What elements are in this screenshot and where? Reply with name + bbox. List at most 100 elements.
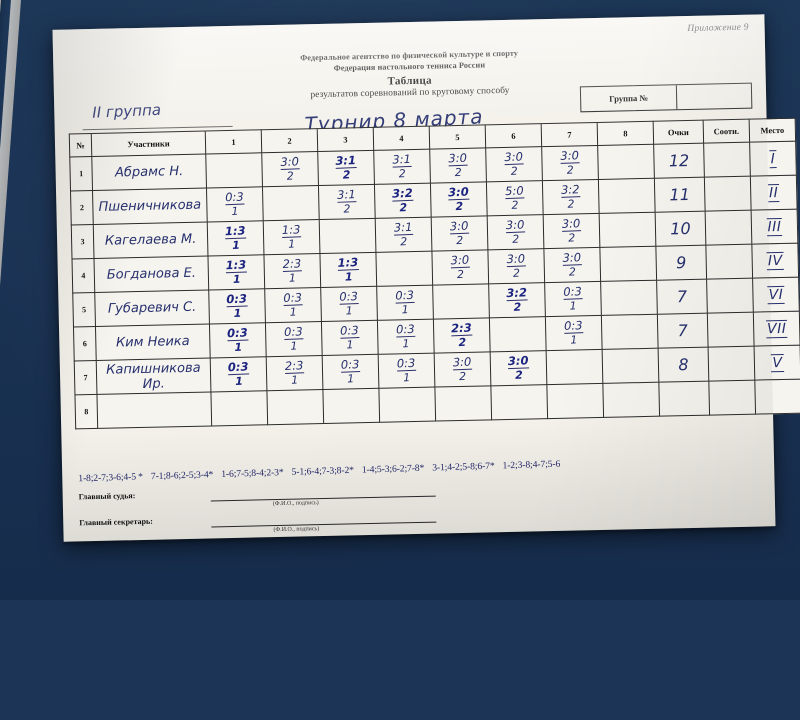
final-place[interactable]: II	[750, 175, 798, 211]
score-cell[interactable]: 3:2 2	[374, 183, 432, 219]
total-points[interactable]: 10	[655, 211, 706, 247]
score-cell[interactable]: 0:3 1	[322, 354, 379, 390]
score-cell[interactable]: 3:2 2	[542, 179, 600, 215]
participant-name[interactable]: Капишникова Ир.	[96, 357, 211, 395]
participant-name[interactable]: Ким Неика	[95, 323, 211, 361]
row-number: 7	[74, 360, 97, 395]
ratio-value[interactable]	[708, 380, 756, 416]
score-cell[interactable]: 3:0 2	[431, 215, 488, 252]
total-points[interactable]	[658, 381, 710, 417]
total-points[interactable]: 8	[658, 347, 709, 383]
score-cell[interactable]: 1:3 1	[263, 219, 320, 255]
final-place[interactable]: VI	[752, 277, 800, 313]
score-cell[interactable]: 3:0 2	[430, 181, 488, 218]
score-cell[interactable]: 3:0 2	[429, 147, 487, 184]
score-cell[interactable]: 3:0 2	[487, 214, 544, 250]
score-cell[interactable]: 0:3 1	[544, 281, 602, 317]
total-points[interactable]: 9	[655, 245, 707, 281]
score-cell[interactable]: 0:3 1	[321, 320, 379, 356]
empty-score-cell[interactable]	[490, 384, 548, 420]
empty-score-cell[interactable]	[434, 385, 492, 422]
total-points[interactable]: 12	[653, 143, 705, 179]
final-place[interactable]	[754, 379, 800, 415]
score-cell[interactable]: 1:3 1	[207, 220, 264, 256]
ratio-value[interactable]	[708, 346, 755, 382]
empty-score-cell[interactable]	[266, 389, 324, 425]
empty-score-cell[interactable]	[322, 388, 380, 424]
score-cell[interactable]: 3:0 2	[541, 145, 599, 181]
empty-score-cell[interactable]	[601, 314, 659, 350]
score-cell[interactable]: 3:2 2	[488, 282, 546, 318]
empty-score-cell[interactable]	[597, 144, 655, 180]
score-cell[interactable]: 0:3 1	[264, 287, 322, 323]
total-points[interactable]: 7	[657, 313, 709, 349]
score-cell[interactable]: 3:1 2	[375, 217, 432, 253]
score-cell[interactable]: 0:3 1	[320, 286, 378, 322]
score-cell[interactable]: 3:1 2	[373, 149, 431, 185]
score-cell[interactable]: 2:3 1	[263, 253, 321, 289]
score-cell[interactable]: 0:3 1	[209, 322, 267, 358]
secretary-signature-line[interactable]	[211, 521, 437, 528]
final-place[interactable]: IV	[751, 243, 799, 279]
participant-name[interactable]: Абрамс Н.	[91, 154, 207, 191]
ratio-value[interactable]	[705, 244, 753, 280]
ratio-value[interactable]	[703, 142, 751, 178]
score-fraction: 3:0 2	[489, 252, 545, 280]
empty-score-cell[interactable]	[600, 280, 658, 316]
score-cell[interactable]: 3:0 2	[485, 146, 543, 182]
match-points: 1	[344, 270, 353, 284]
score-cell[interactable]: 0:3 1	[545, 315, 603, 351]
score-cell[interactable]: 0:3 1	[377, 319, 435, 355]
score-cell[interactable]: 0:3 1	[376, 285, 434, 321]
score-cell[interactable]: 0:3 1	[265, 321, 323, 357]
final-place[interactable]: V	[754, 345, 800, 381]
match-points: 2	[567, 197, 575, 211]
empty-score-cell[interactable]	[378, 387, 436, 423]
match-score: 0:3	[283, 290, 303, 306]
score-cell[interactable]: 0:3 1	[206, 186, 264, 222]
empty-score-cell[interactable]	[546, 383, 604, 419]
ratio-value[interactable]	[705, 210, 752, 246]
score-cell[interactable]: 2:3 1	[266, 355, 323, 391]
score-cell[interactable]: 1:3 1	[319, 252, 377, 288]
final-place[interactable]: VII	[753, 311, 800, 347]
score-cell[interactable]: 3:0 2	[434, 351, 491, 388]
group-number-box[interactable]: Группа №	[579, 82, 753, 113]
participant-name[interactable]: Пшеничникова	[92, 188, 208, 225]
final-place[interactable]: III	[751, 209, 798, 245]
participant-name[interactable]: Кагелаева М.	[93, 221, 208, 259]
ratio-value[interactable]	[707, 312, 755, 348]
score-cell[interactable]: 3:0 2	[431, 249, 489, 286]
empty-score-cell[interactable]	[599, 212, 656, 248]
score-cell[interactable]: 3:0 2	[543, 213, 600, 249]
ratio-value[interactable]	[706, 278, 754, 314]
score-cell[interactable]: 3:0 2	[490, 350, 547, 386]
empty-score-cell[interactable]	[599, 246, 657, 282]
score-cell[interactable]: 0:3 1	[208, 288, 266, 324]
total-points[interactable]: 7	[656, 279, 708, 315]
score-cell[interactable]: 0:3 1	[210, 356, 267, 392]
score-cell[interactable]: 3:0 2	[261, 151, 319, 187]
score-fraction: 0:3 1	[209, 292, 265, 320]
group-number-value[interactable]	[677, 84, 752, 110]
participant-name[interactable]: Губаревич С.	[94, 289, 210, 327]
score-cell[interactable]: 3:0 2	[487, 248, 545, 284]
participant-name[interactable]: Богданова Е.	[93, 255, 209, 293]
score-cell[interactable]: 1:3 1	[207, 254, 265, 290]
score-cell[interactable]: 3:1 2	[318, 184, 376, 220]
participant-name[interactable]	[96, 391, 212, 429]
total-points[interactable]: 11	[654, 177, 706, 213]
match-points: 1	[570, 333, 578, 347]
final-place[interactable]: I	[749, 141, 797, 177]
empty-score-cell[interactable]	[598, 178, 656, 214]
score-cell[interactable]: 2:3 2	[433, 317, 491, 354]
score-cell[interactable]: 0:3 1	[378, 353, 435, 389]
score-fraction: 1:3 1	[321, 255, 377, 284]
score-cell[interactable]: 3:1 2	[317, 150, 375, 186]
ratio-value[interactable]	[704, 176, 752, 212]
score-cell[interactable]: 5:0 2	[486, 180, 544, 216]
empty-score-cell[interactable]	[602, 348, 659, 384]
judge-signature-line[interactable]	[210, 495, 436, 502]
empty-score-cell[interactable]	[210, 390, 268, 426]
score-cell[interactable]: 3:0 2	[543, 247, 601, 283]
